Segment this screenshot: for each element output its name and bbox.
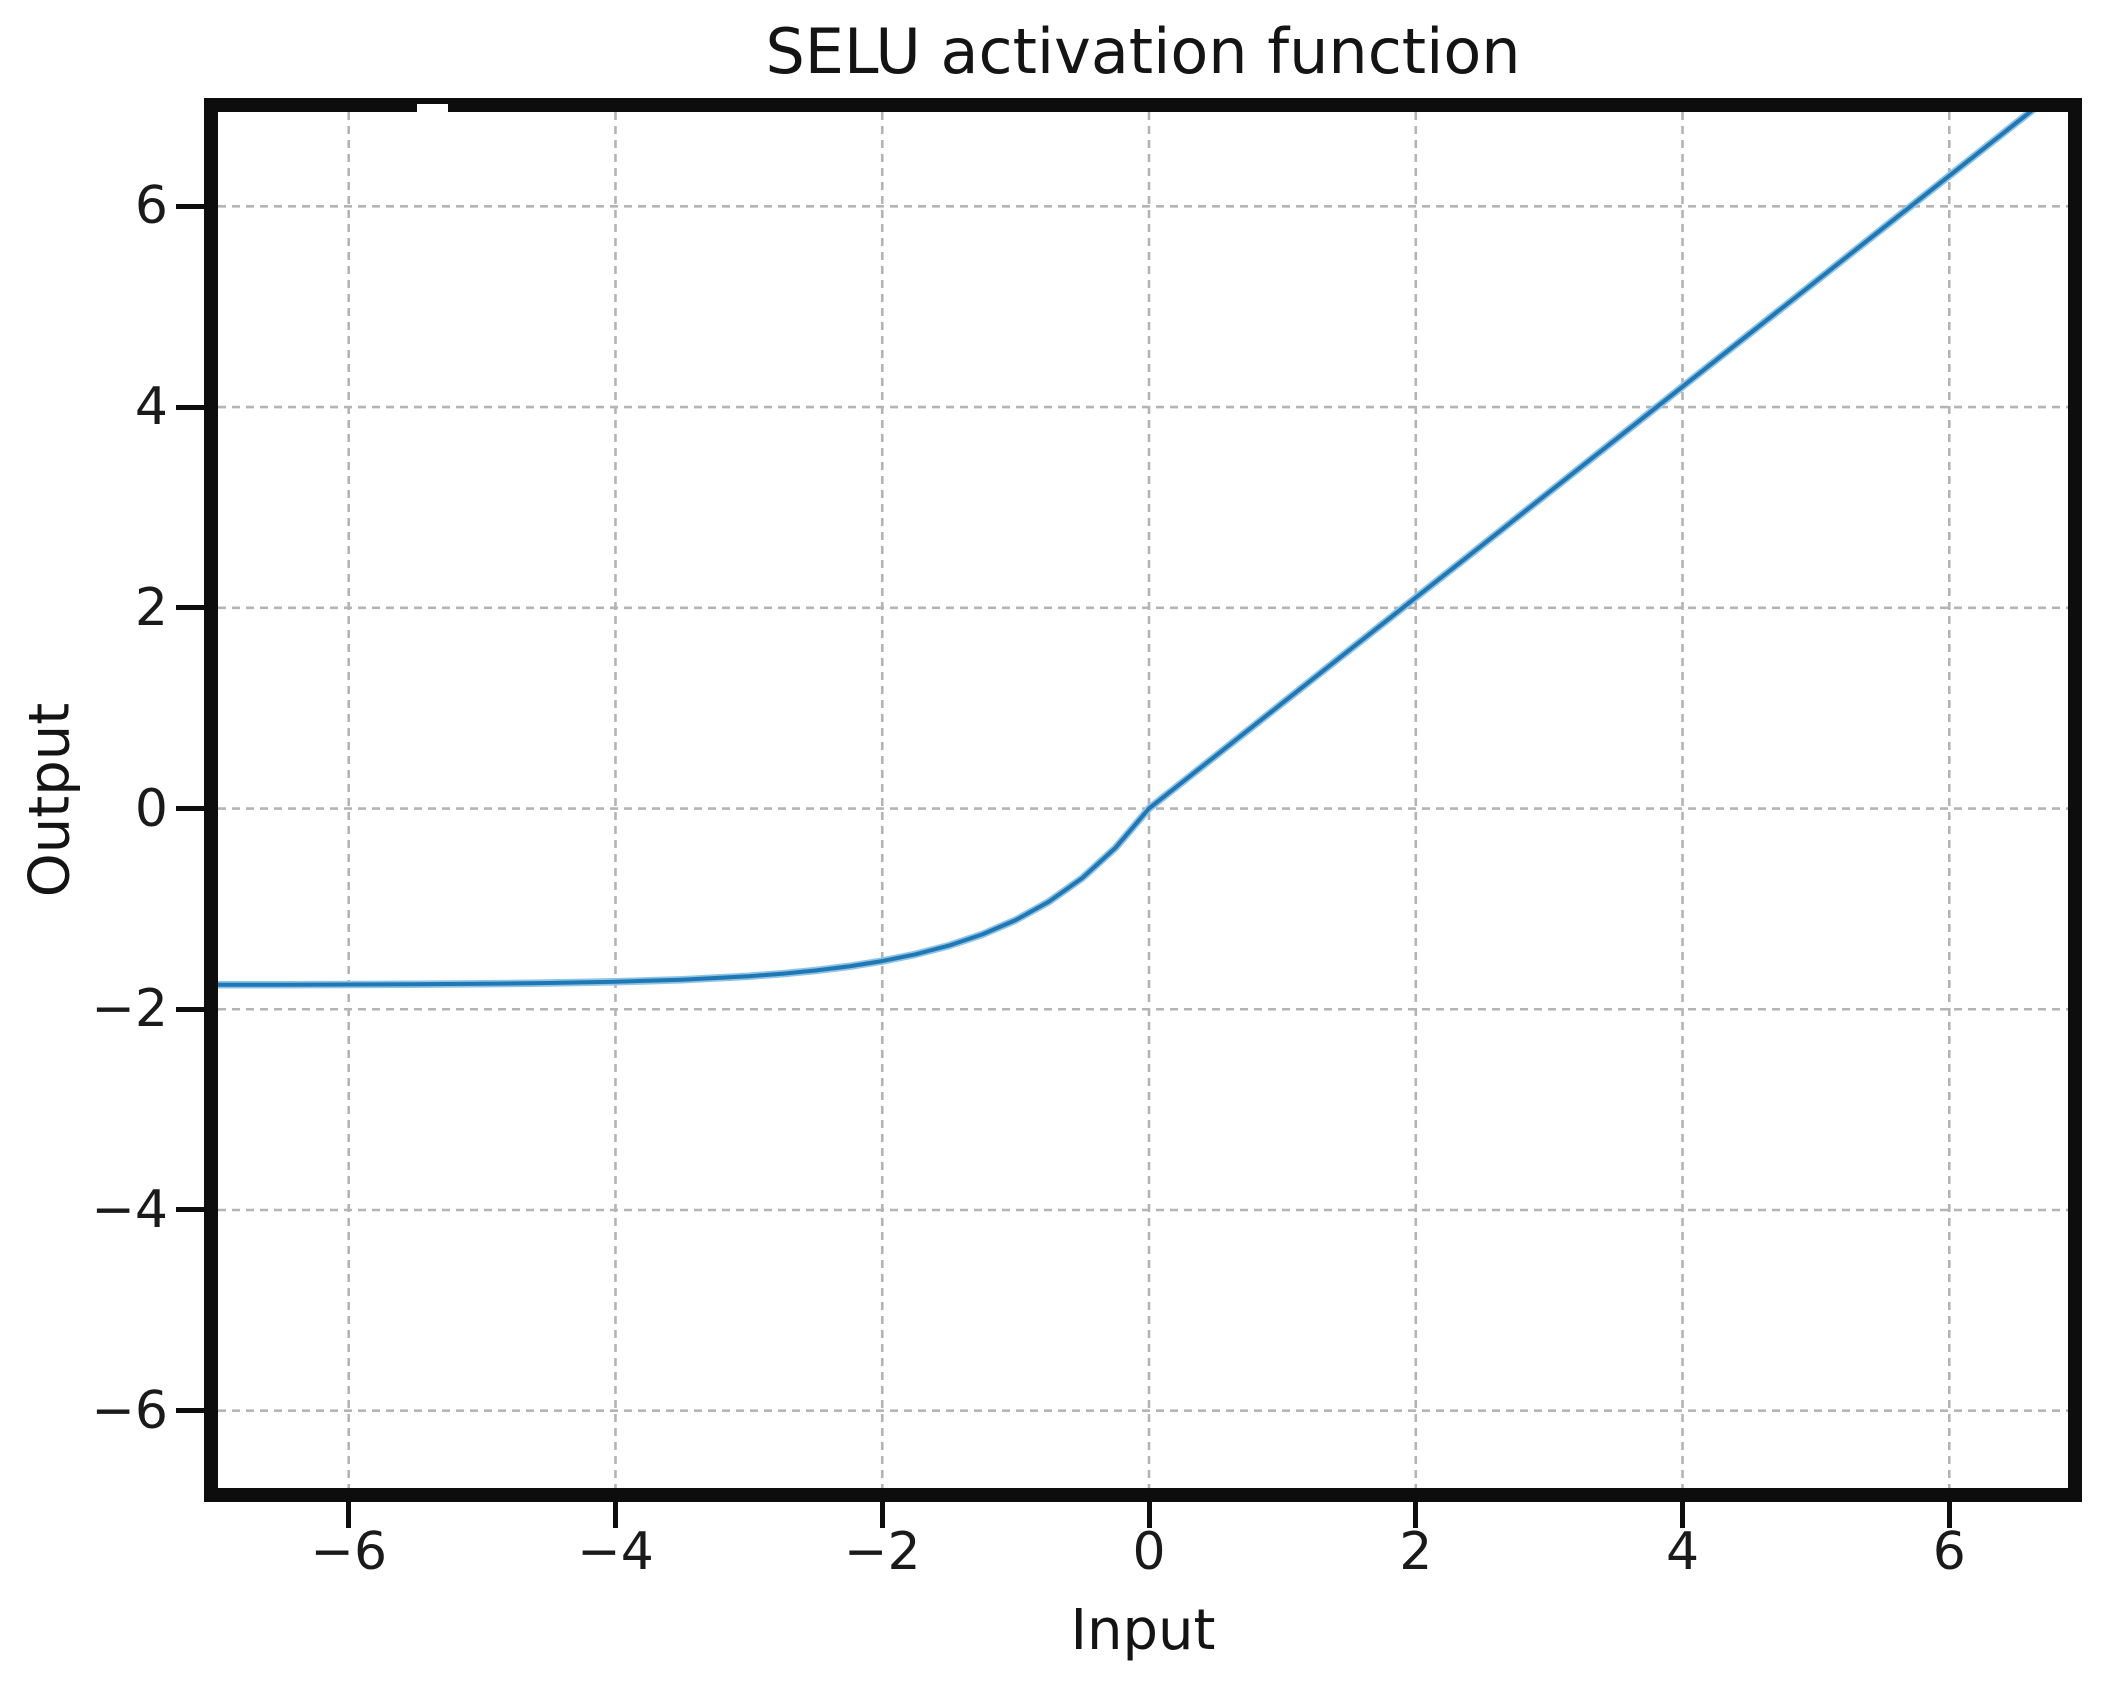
- x-tick-label: 4: [1665, 1522, 1700, 1582]
- x-tick-label: 6: [1932, 1522, 1966, 1582]
- x-tick-mark: [1146, 1502, 1152, 1528]
- y-tick-label: 6: [134, 176, 168, 237]
- y-tick-mark: [176, 404, 204, 410]
- x-tick-label: 2: [1399, 1522, 1433, 1582]
- y-tick-mark: [176, 1207, 204, 1213]
- y-tick-mark: [176, 1006, 204, 1012]
- y-tick-label: −4: [91, 1179, 168, 1240]
- y-tick-mark: [176, 806, 204, 812]
- chart-title: SELU activation function: [765, 15, 1521, 88]
- selu-curve: [218, 112, 2034, 987]
- x-tick-mark: [1413, 1502, 1419, 1528]
- x-tick-mark: [346, 1502, 352, 1528]
- x-tick-label: 0: [1132, 1522, 1166, 1582]
- y-axis-label: Output: [17, 702, 83, 898]
- y-tick-label: −2: [91, 979, 168, 1040]
- plot-frame: [204, 98, 2082, 1502]
- selu-curve-halo: [218, 112, 2037, 989]
- x-tick-label: −6: [310, 1522, 388, 1582]
- x-tick-mark: [1680, 1502, 1686, 1528]
- y-tick-mark: [176, 1408, 204, 1414]
- y-tick-label: −6: [91, 1380, 168, 1441]
- y-tick-mark: [176, 203, 204, 209]
- x-tick-mark: [879, 1502, 885, 1528]
- border-gap-artifact: [417, 104, 448, 113]
- x-tick-mark: [1946, 1502, 1952, 1528]
- x-tick-label: −4: [577, 1522, 654, 1582]
- y-tick-label: 4: [134, 377, 168, 438]
- y-tick-label: 0: [134, 778, 168, 839]
- x-tick-label: −2: [843, 1522, 921, 1582]
- y-tick-mark: [176, 605, 204, 611]
- plot-svg: [218, 112, 2068, 1488]
- x-axis-label: Input: [1070, 1598, 1216, 1663]
- y-tick-label: 2: [134, 577, 168, 638]
- x-tick-mark: [612, 1502, 618, 1528]
